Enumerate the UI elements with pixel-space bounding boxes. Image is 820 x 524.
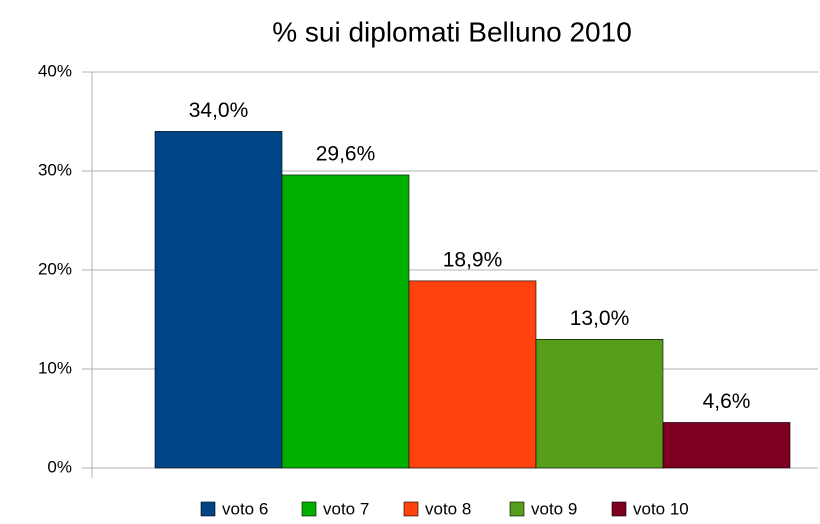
bar [154, 131, 283, 469]
bar [281, 174, 410, 469]
legend-label: voto 7 [323, 499, 369, 518]
y-tick-label: 30% [38, 160, 72, 179]
value-label: 13,0% [570, 307, 630, 330]
value-label: 34,0% [189, 99, 249, 122]
bar [535, 338, 664, 469]
legend-swatch [509, 501, 525, 517]
y-tick-label: 0% [47, 457, 72, 476]
legend-label: voto 8 [425, 499, 471, 518]
value-label: 18,9% [443, 248, 503, 271]
legend-label: voto 10 [633, 499, 689, 518]
legend-swatch [200, 501, 216, 517]
y-tick-label: 40% [38, 61, 72, 80]
y-tick-label: 20% [38, 259, 72, 278]
bar [662, 422, 791, 469]
legend-swatch [611, 501, 627, 517]
value-label: 4,6% [703, 390, 751, 413]
legend-swatch [301, 501, 317, 517]
legend-label: voto 6 [222, 499, 268, 518]
legend-label: voto 9 [531, 499, 577, 518]
bar [408, 280, 537, 469]
y-tick-label: 10% [38, 358, 72, 377]
chart-title: % sui diplomati Belluno 2010 [272, 16, 632, 47]
value-label: 29,6% [316, 143, 376, 166]
legend-swatch [403, 501, 419, 517]
